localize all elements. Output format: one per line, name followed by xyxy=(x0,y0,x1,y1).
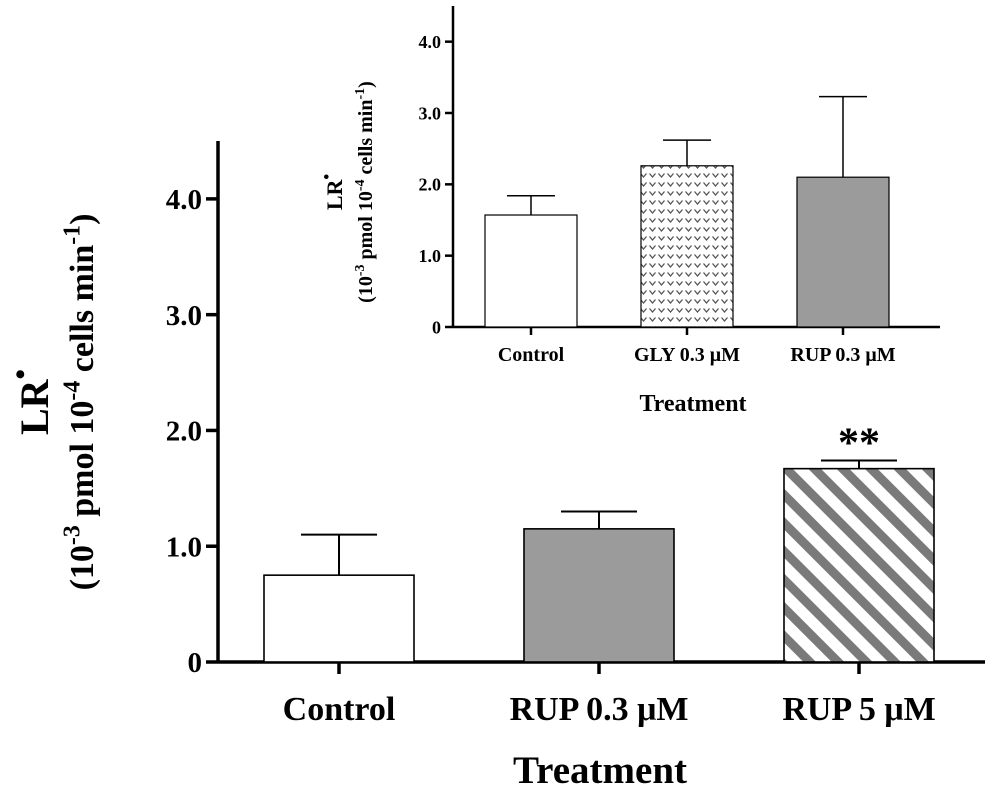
y-axis-label-text: (10 xyxy=(64,545,101,590)
y-axis-label-line1: LR• xyxy=(4,369,57,435)
y-tick-label: 3.0 xyxy=(419,103,442,123)
y-tick-label: 2.0 xyxy=(419,175,442,195)
bar xyxy=(796,176,890,328)
y-axis-label-superscript: • xyxy=(317,174,336,180)
y-axis-label-line2: (10-3 pmol 10-4 cells min-1) xyxy=(353,81,377,303)
y-axis-label-exponent: -4 xyxy=(353,179,368,191)
y-axis-label-exponent: -3 xyxy=(59,525,85,545)
y-axis-label-main: LR xyxy=(12,378,57,435)
bar xyxy=(783,467,935,663)
bar xyxy=(523,528,675,663)
y-axis-label: LR•(10-3 pmol 10-4 cells min-1) xyxy=(317,81,377,303)
y-axis-label-text: cells min xyxy=(64,245,101,381)
y-axis-label-text: ) xyxy=(355,81,377,88)
x-axis-label: Treatment xyxy=(639,391,746,417)
y-tick-label: 3.0 xyxy=(166,300,202,332)
y-axis-label-text: cells min xyxy=(355,99,377,179)
x-tick-label: Control xyxy=(283,691,396,728)
bar xyxy=(484,214,578,328)
y-tick-label: 4.0 xyxy=(419,32,442,52)
main-chart: 0 1.0 2.0 3.0 4.0 Control RUP 0.3 μM RUP 5 μM **… xyxy=(4,141,985,792)
y-axis-label: LR•(10-3 pmol 10-4 cells min-1) xyxy=(4,214,101,591)
x-tick-label: GLY 0.3 μM xyxy=(634,344,740,366)
y-axis-label-superscript: • xyxy=(4,369,37,380)
y-tick-label: 1.0 xyxy=(419,246,442,266)
bar xyxy=(263,574,415,663)
y-axis-label-exponent: -1 xyxy=(353,88,368,100)
y-axis-label-line2: (10-3 pmol 10-4 cells min-1) xyxy=(59,214,101,591)
y-axis-label-exponent: -4 xyxy=(59,381,85,401)
y-axis-label-text: ) xyxy=(64,214,101,225)
x-tick-label: RUP 5 μM xyxy=(782,691,935,728)
y-axis-label-text: pmol 10 xyxy=(64,401,101,526)
x-tick-label: Control xyxy=(498,344,565,366)
y-tick-label: 0 xyxy=(188,647,203,679)
y-axis-label-exponent: -3 xyxy=(353,265,368,277)
inset-chart: 0 1.0 2.0 3.0 4.0 Control GLY 0.3 μM RUP 0.3 μM… xyxy=(317,6,940,417)
y-axis-label-exponent: -1 xyxy=(59,225,85,245)
y-axis-label-text: pmol 10 xyxy=(355,191,377,264)
x-axis-label: Treatment xyxy=(513,749,687,791)
y-axis-label-text: (10 xyxy=(355,276,377,303)
y-tick-label: 0 xyxy=(432,317,441,337)
y-tick-label: 2.0 xyxy=(166,416,202,448)
y-tick-label: 1.0 xyxy=(166,531,202,563)
x-tick-label: RUP 0.3 μM xyxy=(510,691,689,728)
y-axis-label-main: LR xyxy=(322,178,347,210)
significance-annotation: ** xyxy=(838,421,880,467)
bar xyxy=(640,165,734,328)
x-tick-label: RUP 0.3 μM xyxy=(790,344,895,366)
y-axis-label-line1: LR• xyxy=(317,174,347,211)
y-tick-label: 4.0 xyxy=(166,184,202,216)
